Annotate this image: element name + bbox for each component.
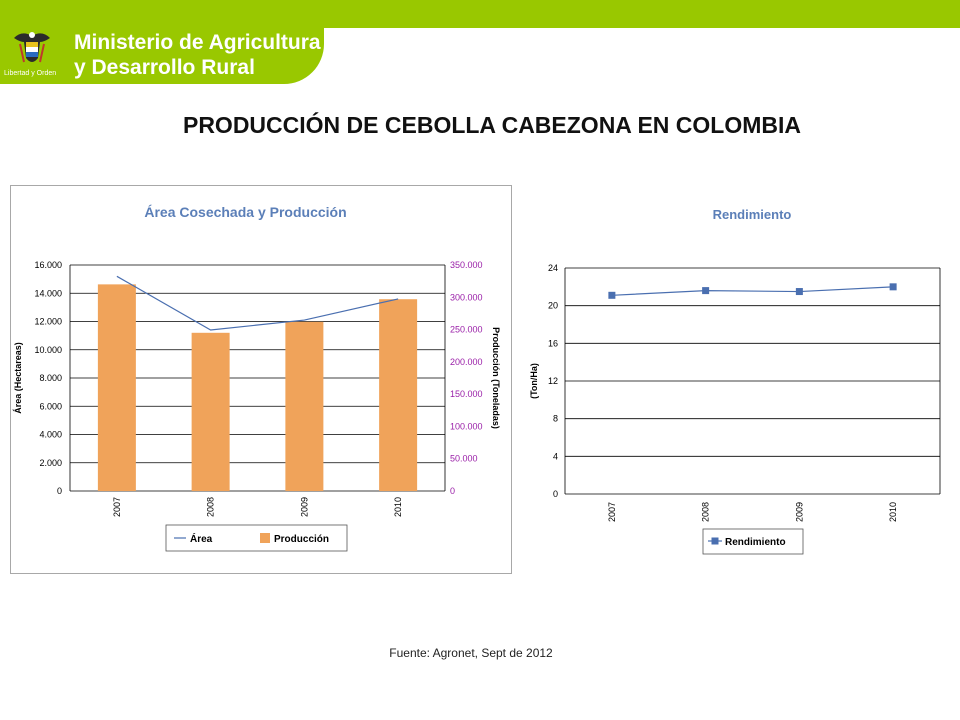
area-production-chart-frame bbox=[10, 185, 512, 574]
legend-label-area: Área bbox=[190, 532, 213, 545]
bar-produccion bbox=[97, 284, 136, 491]
y-tick-label: 12 bbox=[548, 376, 558, 386]
y-left-tick-label: 16.000 bbox=[34, 260, 62, 270]
source-note: Fuente: Agronet, Sept de 2012 bbox=[389, 646, 553, 660]
y-right-tick-label: 350.000 bbox=[450, 260, 483, 270]
x-tick-label: 2007 bbox=[112, 497, 122, 517]
ministry-logo-tab: Libertad y Orden Ministerio de Agricultu… bbox=[0, 0, 324, 84]
legend-swatch-produccion bbox=[260, 533, 270, 543]
y-left-tick-label: 4.000 bbox=[39, 430, 62, 440]
y-right-tick-label: 50.000 bbox=[450, 454, 478, 464]
y-right-tick-label: 150.000 bbox=[450, 389, 483, 399]
point-rendimiento bbox=[702, 287, 710, 295]
y-right-tick-label: 0 bbox=[450, 486, 455, 496]
bar-produccion bbox=[191, 332, 230, 491]
y-right-tick-label: 100.000 bbox=[450, 421, 483, 431]
y-tick-label: 24 bbox=[548, 263, 558, 273]
y-axis-title: (Ton/Ha) bbox=[529, 363, 539, 399]
legend-swatch-marker bbox=[711, 537, 719, 545]
crest-motto: Libertad y Orden bbox=[4, 70, 57, 77]
y-left-tick-label: 0 bbox=[57, 486, 62, 496]
y-right-tick-label: 250.000 bbox=[450, 325, 483, 335]
y-left-tick-label: 14.000 bbox=[34, 288, 62, 298]
y-left-tick-label: 2.000 bbox=[39, 458, 62, 468]
y-left-axis-title: Área (Hectareas) bbox=[13, 342, 23, 414]
y-left-tick-label: 6.000 bbox=[39, 401, 62, 411]
y-right-tick-label: 300.000 bbox=[450, 292, 483, 302]
legend-label-produccion: Producción bbox=[274, 534, 329, 545]
y-right-tick-label: 200.000 bbox=[450, 357, 483, 367]
y-tick-label: 0 bbox=[553, 489, 558, 499]
coat-of-arms-icon bbox=[14, 32, 50, 63]
y-left-tick-label: 10.000 bbox=[34, 345, 62, 355]
chart-title: Rendimiento bbox=[713, 207, 792, 222]
x-tick-label: 2008 bbox=[701, 502, 711, 522]
bar-produccion bbox=[285, 321, 324, 491]
page-title: PRODUCCIÓN DE CEBOLLA CABEZONA EN COLOMB… bbox=[182, 112, 801, 138]
ministry-line-2: y Desarrollo Rural bbox=[74, 56, 255, 79]
x-tick-label: 2008 bbox=[206, 497, 216, 517]
line-area bbox=[116, 275, 399, 331]
y-tick-label: 8 bbox=[553, 414, 558, 424]
ministry-name: Ministerio de Agricultura y Desarrollo R… bbox=[74, 30, 321, 80]
line-rendimiento bbox=[611, 286, 894, 296]
y-tick-label: 16 bbox=[548, 338, 558, 348]
x-tick-label: 2007 bbox=[607, 502, 617, 522]
bar-produccion bbox=[379, 299, 418, 491]
point-rendimiento bbox=[795, 288, 803, 296]
legend-label-rendimiento: Rendimiento bbox=[725, 537, 786, 548]
y-tick-label: 4 bbox=[553, 451, 558, 461]
chart-title: Área Cosechada y Producción bbox=[144, 204, 346, 220]
x-tick-label: 2009 bbox=[794, 502, 804, 522]
legend-box bbox=[165, 524, 348, 552]
point-rendimiento bbox=[608, 291, 616, 299]
point-rendimiento bbox=[889, 283, 897, 291]
y-right-axis-title: Producción (Toneladas) bbox=[491, 327, 501, 429]
y-tick-label: 20 bbox=[548, 301, 558, 311]
ministry-line-1: Ministerio de Agricultura bbox=[74, 31, 321, 54]
x-tick-label: 2010 bbox=[888, 502, 898, 522]
x-tick-label: 2009 bbox=[299, 497, 309, 517]
y-left-tick-label: 8.000 bbox=[39, 373, 62, 383]
y-left-tick-label: 12.000 bbox=[34, 317, 62, 327]
x-tick-label: 2010 bbox=[393, 497, 403, 517]
